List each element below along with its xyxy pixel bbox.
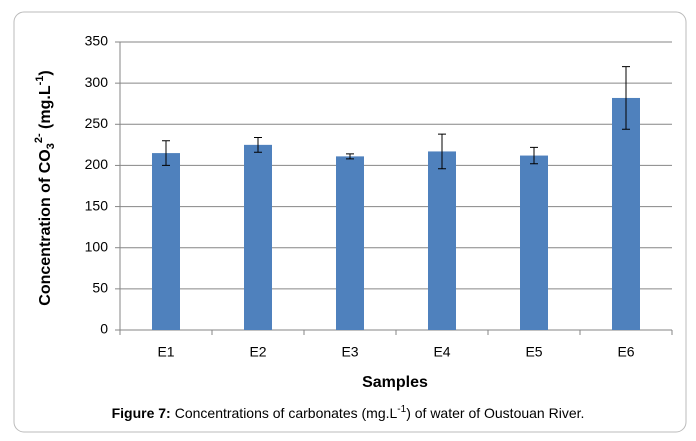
y-title-sub: 3 — [45, 143, 57, 149]
y-title-part: Concentration of CO — [37, 149, 54, 305]
x-tick-label: E4 — [433, 344, 450, 360]
y-tick-label: 300 — [85, 74, 109, 90]
bar — [336, 156, 364, 330]
error-bar — [530, 146, 538, 165]
x-tick-label: E2 — [249, 344, 266, 360]
x-tick-label: E5 — [525, 344, 542, 360]
error-bar — [254, 136, 262, 153]
error-bar — [162, 140, 170, 166]
caption-label: Figure 7: — [112, 405, 171, 421]
y-tick-label: 350 — [85, 33, 109, 49]
bar — [428, 151, 456, 330]
y-title-part: (mg.L — [37, 85, 54, 133]
caption-text: Concentrations of carbonates (mg.L — [175, 405, 398, 421]
y-tick-label: 200 — [85, 156, 109, 172]
y-title-sup: -1 — [34, 76, 46, 86]
error-bar — [346, 153, 354, 160]
bar — [152, 153, 180, 330]
x-tick-label: E1 — [157, 344, 174, 360]
y-tick-label: 50 — [92, 280, 108, 296]
error-bar — [622, 66, 630, 130]
caption-text: ) of water of Oustouan River. — [406, 405, 584, 421]
bar — [612, 97, 640, 330]
y-tick-label: 150 — [85, 197, 109, 213]
y-title-part: ) — [37, 70, 54, 75]
x-tick-label: E3 — [341, 344, 358, 360]
y-tick-label: 250 — [85, 115, 109, 131]
bar — [520, 155, 548, 330]
y-axis-title: Concentration of CO32- (mg.L-1) — [33, 70, 57, 305]
x-tick-label: E6 — [617, 344, 634, 360]
y-tick-label: 100 — [85, 238, 109, 254]
bar — [244, 144, 272, 330]
y-tick-label: 0 — [100, 321, 108, 337]
error-bar — [438, 133, 446, 170]
x-axis-title: Samples — [362, 374, 428, 391]
caption-sup: -1 — [397, 404, 406, 415]
y-title-sup: 2- — [33, 133, 45, 143]
caption: Figure 7: Concentrations of carbonates (m… — [112, 404, 585, 421]
